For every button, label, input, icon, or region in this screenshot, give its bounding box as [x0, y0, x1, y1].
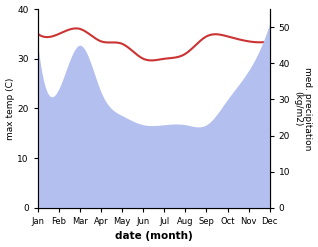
- X-axis label: date (month): date (month): [115, 231, 193, 242]
- Y-axis label: med. precipitation
(kg/m2): med. precipitation (kg/m2): [293, 67, 313, 150]
- Y-axis label: max temp (C): max temp (C): [5, 77, 15, 140]
